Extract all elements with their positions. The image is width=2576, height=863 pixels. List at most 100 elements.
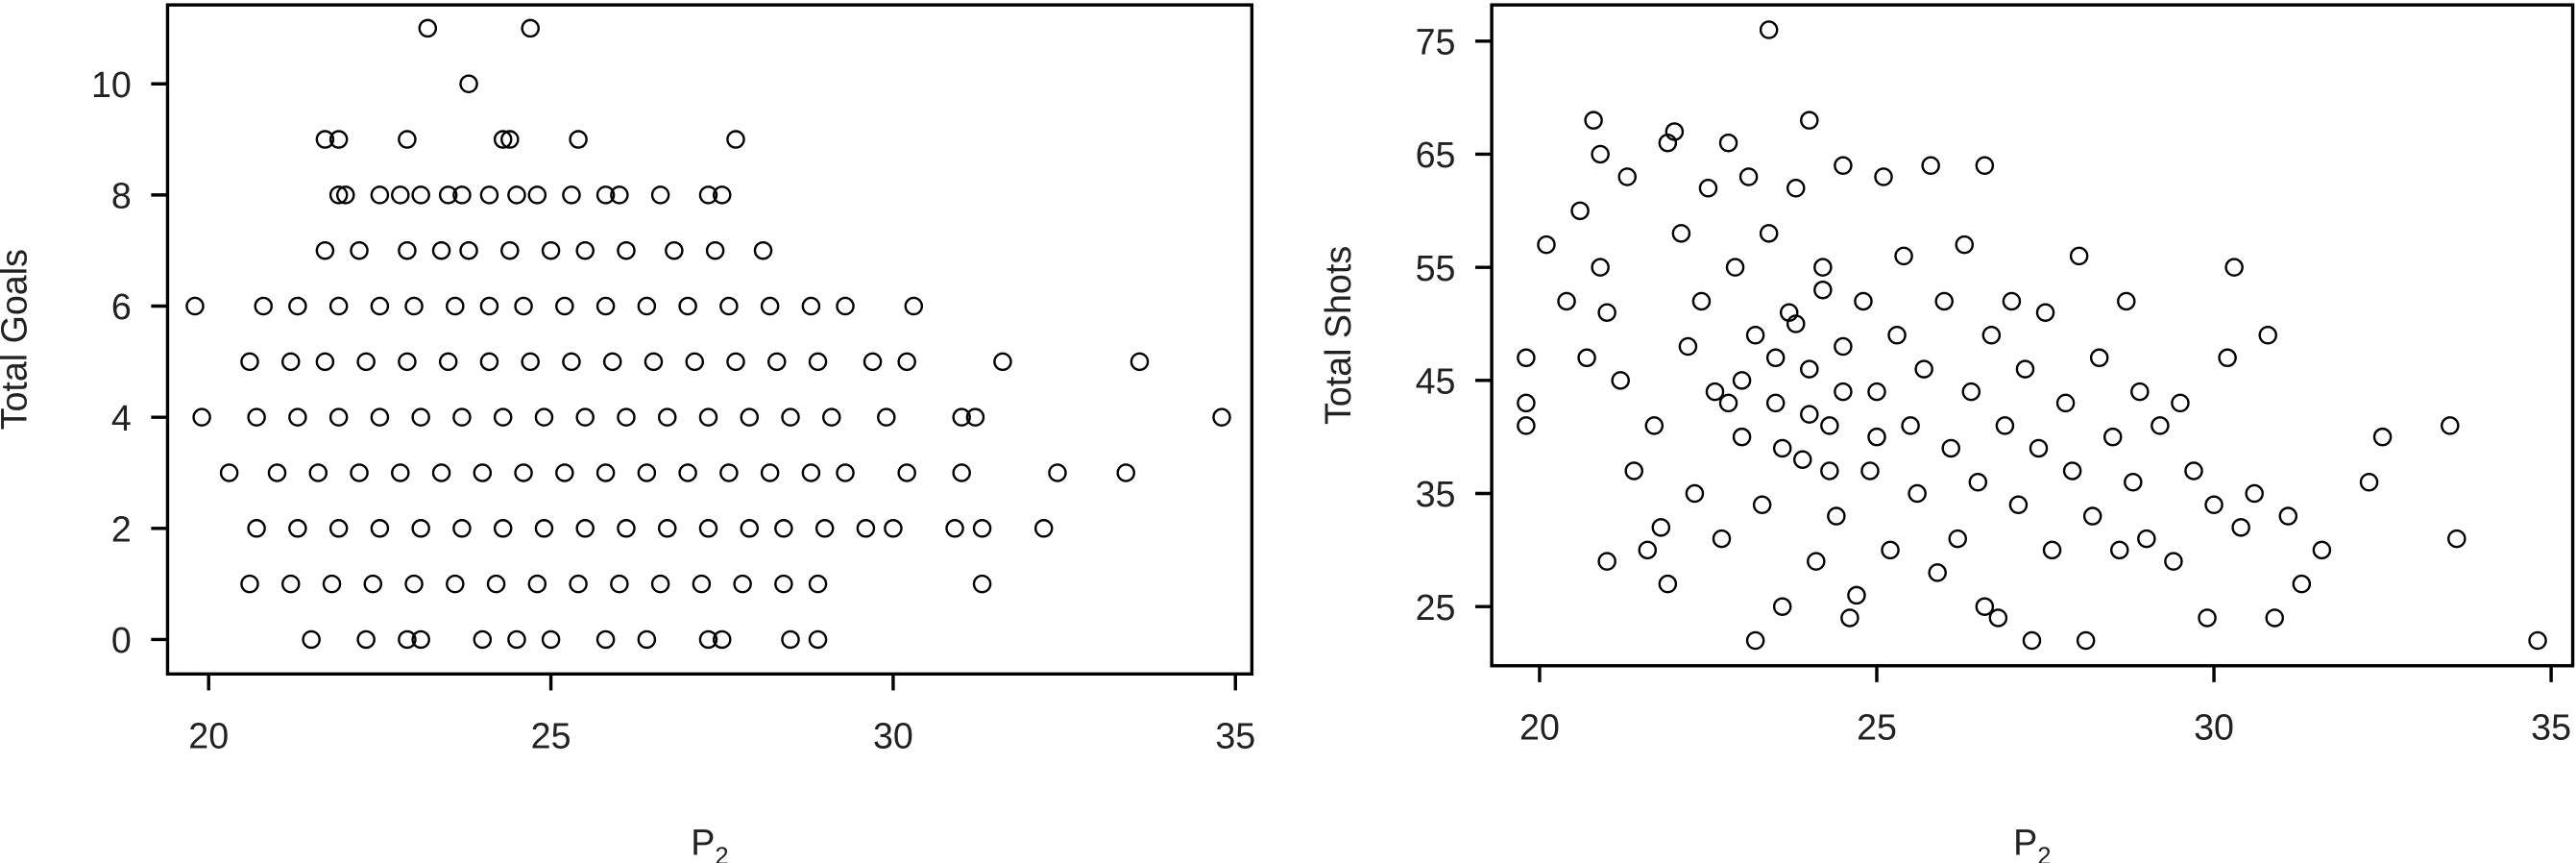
point (2171, 393, 2190, 413)
point (856, 519, 876, 538)
point (1517, 416, 1536, 435)
point (1759, 20, 1779, 39)
point (1745, 326, 1765, 345)
point (2258, 326, 2277, 345)
point (288, 519, 307, 538)
point (1867, 427, 1886, 447)
point (575, 407, 595, 427)
point (2089, 348, 2109, 368)
point (2124, 472, 2143, 492)
point (637, 463, 657, 482)
point (1584, 111, 1603, 130)
point (254, 296, 273, 316)
point (1765, 348, 1786, 368)
point (801, 463, 821, 482)
point (2265, 608, 2284, 628)
y-tick-label: 35 (1416, 474, 1456, 514)
point (1800, 111, 1819, 130)
point (1921, 156, 1940, 175)
point (1908, 483, 1927, 504)
point (370, 296, 390, 316)
point (521, 352, 540, 372)
point (404, 574, 424, 594)
point (2130, 382, 2150, 402)
x-tick-label: 35 (2531, 707, 2571, 748)
point (493, 519, 513, 538)
point (2151, 416, 2170, 435)
x-axis-label-subscript: 2 (715, 844, 728, 863)
point (1725, 258, 1745, 277)
point (644, 352, 664, 372)
point (767, 352, 787, 372)
point (617, 407, 636, 427)
x-tick-label: 20 (188, 715, 229, 755)
point (281, 574, 301, 594)
point (555, 463, 574, 482)
point (637, 296, 657, 316)
point (1557, 291, 1576, 311)
point (2062, 461, 2082, 481)
point (350, 240, 369, 260)
point (2372, 427, 2393, 447)
x-tick-label: 30 (873, 715, 913, 755)
point (2164, 552, 2183, 571)
point (479, 296, 499, 316)
point (302, 629, 321, 650)
point (2198, 608, 2217, 628)
point (1975, 597, 1995, 616)
point (2447, 529, 2467, 549)
y-tick-label: 2 (111, 508, 132, 549)
point (2441, 416, 2460, 435)
point (1955, 234, 1975, 255)
point (897, 352, 916, 372)
point (1712, 529, 1732, 549)
point (1759, 224, 1779, 243)
point (2137, 529, 2156, 549)
point (610, 574, 629, 594)
point (705, 240, 725, 260)
point (698, 629, 718, 650)
point (507, 185, 526, 205)
point (595, 629, 616, 650)
point (2029, 438, 2049, 458)
point (781, 407, 800, 427)
point (514, 296, 533, 316)
y-axis-label: Total Shots (1318, 246, 1358, 425)
point (1638, 540, 1658, 560)
point (2359, 472, 2379, 492)
point (452, 407, 472, 427)
point (972, 519, 992, 538)
point (836, 463, 855, 482)
point (1212, 407, 1231, 427)
point (288, 296, 307, 316)
point (952, 463, 971, 482)
point (1820, 461, 1839, 481)
y-tick-label: 55 (1416, 248, 1456, 288)
point (781, 629, 800, 650)
point (562, 185, 581, 205)
point (863, 352, 883, 372)
point (328, 519, 349, 538)
point (2055, 393, 2076, 413)
y-tick-label: 25 (1416, 587, 1456, 628)
point (760, 463, 780, 482)
point (247, 407, 266, 427)
point (650, 185, 670, 205)
point (2231, 518, 2250, 537)
x-axis-label-main: P (691, 822, 715, 862)
point (808, 629, 828, 650)
point (315, 240, 335, 260)
point (2069, 246, 2089, 266)
point (507, 629, 526, 650)
point (555, 296, 574, 316)
point (1577, 348, 1596, 368)
point (398, 629, 417, 650)
y-axis-label: Total Goals (0, 249, 34, 430)
point (398, 130, 417, 149)
point (904, 296, 924, 316)
point (1807, 552, 1826, 571)
point (610, 185, 629, 205)
point (1765, 393, 1786, 413)
point (1644, 416, 1665, 435)
